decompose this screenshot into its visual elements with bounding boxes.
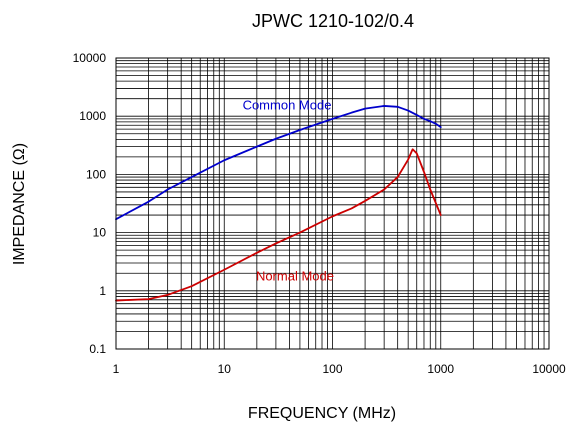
- series-label-normal-mode: Normal Mode: [256, 269, 334, 284]
- plot-frame: [115, 57, 550, 350]
- y-tick-label: 10: [93, 226, 107, 240]
- y-tick-label: 10000: [73, 51, 107, 65]
- x-tick-label: 10000: [532, 362, 566, 376]
- series-label-common-mode: Common Mode: [243, 98, 332, 113]
- y-tick-label: 100: [86, 167, 106, 181]
- y-tick-label: 1: [99, 284, 106, 298]
- x-axis-label: FREQUENCY (MHz): [248, 405, 396, 422]
- x-tick-label: 100: [322, 362, 342, 376]
- y-tick-label: 1000: [79, 109, 106, 123]
- x-tick-label: 1: [113, 362, 120, 376]
- series-line-common-mode: [115, 105, 442, 221]
- x-tick-label: 1000: [427, 362, 454, 376]
- x-tick-label: 10: [218, 362, 232, 376]
- series-labels: Common Mode Normal Mode: [243, 98, 334, 284]
- x-tick-labels: 1 10 100 1000 10000: [113, 362, 566, 376]
- series-line-normal-mode: [115, 148, 442, 302]
- chart-title: JPWC 1210-102/0.4: [252, 11, 414, 31]
- grid: [116, 58, 549, 349]
- series-group: [115, 105, 442, 302]
- y-tick-label: 0.1: [89, 342, 106, 356]
- y-axis-label: IMPEDANCE (Ω): [11, 143, 28, 265]
- y-tick-labels: 10000 1000 100 10 1 0.1: [73, 51, 107, 356]
